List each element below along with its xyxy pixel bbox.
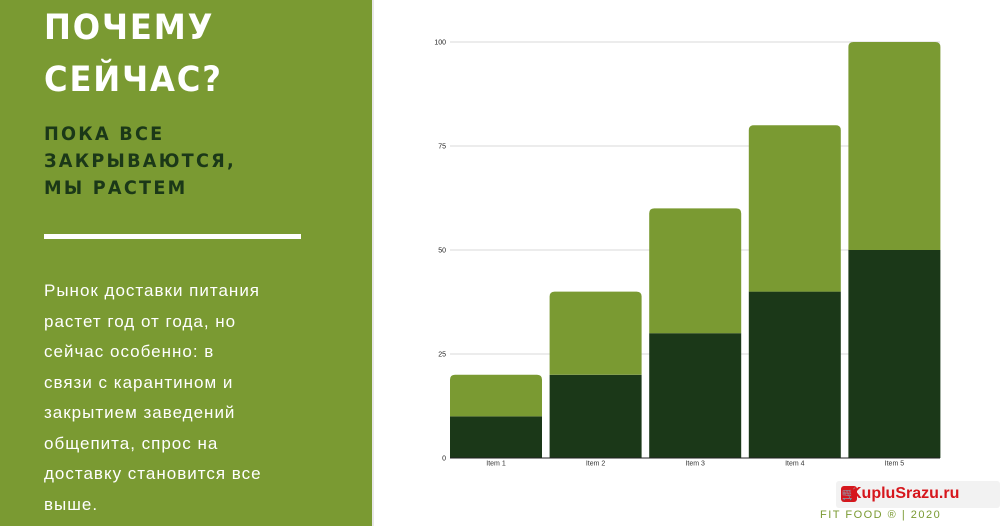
x-tick-label: Item 3	[685, 461, 705, 468]
x-tick-label: Item 1	[486, 461, 506, 468]
bar-segment-top	[748, 125, 841, 292]
bar-segment-top	[649, 208, 742, 334]
bar-segment-top	[848, 42, 941, 250]
bar-segment-top	[450, 374, 542, 417]
y-tick-label: 100	[434, 40, 446, 47]
bar-segment-bottom	[549, 374, 642, 458]
bar-segment-bottom	[649, 333, 742, 458]
footer-brand: FIT FOOD ® | 2020	[820, 509, 942, 521]
bar-segment-bottom	[748, 291, 841, 458]
y-tick-label: 0	[442, 456, 446, 463]
bar-segment-bottom	[450, 416, 542, 458]
bar-segment-bottom	[848, 250, 941, 458]
y-tick-label: 75	[438, 144, 446, 151]
cart-icon: 🛒	[841, 486, 857, 502]
watermark-text: KupluSrazu.ru	[850, 485, 960, 502]
x-tick-label: Item 2	[586, 461, 606, 468]
y-tick-label: 50	[438, 248, 446, 255]
bar-segment-top	[549, 291, 642, 375]
divider-line	[44, 234, 301, 239]
watermark: 🛒 KupluSrazu.ru	[836, 481, 1000, 508]
y-tick-label: 25	[438, 352, 446, 359]
headline: ПОЧЕМУ СЕЙЧАС?	[44, 8, 223, 100]
panel-edge	[372, 0, 374, 526]
subheadline: ПОКА ВСЕ ЗАКРЫВАЮТСЯ, МЫ РАСТЕМ	[44, 123, 236, 199]
left-panel: ПОЧЕМУ СЕЙЧАС? ПОКА ВСЕ ЗАКРЫВАЮТСЯ, МЫ …	[0, 0, 372, 526]
x-tick-label: Item 5	[885, 461, 905, 468]
body-text: Рынок доставки питания растет год от год…	[44, 281, 262, 514]
x-tick-label: Item 4	[785, 461, 805, 468]
